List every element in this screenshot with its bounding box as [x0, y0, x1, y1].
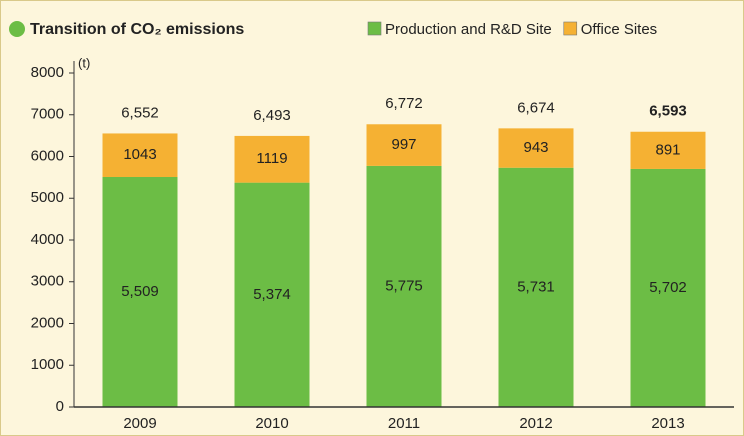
y-tick-label: 2000: [31, 314, 64, 331]
total-label: 6,552: [121, 104, 159, 121]
bar-segment: [630, 131, 706, 169]
y-tick-label: 4000: [31, 231, 64, 248]
bar-segment: [498, 128, 574, 168]
bar-segment: [366, 165, 442, 407]
chart-title: Transition of CO₂ emissions: [30, 21, 244, 38]
legend-swatch: [563, 21, 578, 36]
y-tick-label: 5000: [31, 189, 64, 206]
data-label: 5,374: [253, 286, 291, 303]
legend-label: Production and R&D Site: [385, 21, 552, 38]
data-label: 997: [391, 136, 416, 153]
data-label: 5,702: [649, 279, 687, 296]
total-label: 6,674: [517, 99, 555, 116]
y-tick-label: 3000: [31, 273, 64, 290]
data-label: 1043: [123, 146, 156, 163]
bar-segment: [234, 182, 310, 407]
data-label: 5,731: [517, 278, 555, 295]
y-tick-label: 8000: [31, 64, 64, 81]
total-label: 6,493: [253, 107, 291, 124]
legend-label: Office Sites: [581, 21, 657, 38]
x-tick-label: 2010: [255, 415, 288, 432]
x-tick-label: 2011: [388, 415, 420, 432]
x-tick-label: 2012: [519, 415, 552, 432]
bar-segment: [366, 124, 442, 166]
data-label: 5,775: [385, 277, 423, 294]
bar-segment: [630, 168, 706, 407]
data-label: 891: [655, 141, 680, 158]
y-tick-label: 1000: [31, 356, 64, 373]
total-label: 6,593: [649, 103, 687, 120]
x-tick-label: 2009: [123, 415, 156, 432]
y-axis-label: (t): [78, 55, 90, 70]
bar-segment: [102, 133, 178, 177]
data-label: 1119: [256, 150, 287, 167]
bar-segment: [234, 135, 310, 183]
x-tick-label: 2013: [651, 415, 684, 432]
y-tick-label: 0: [56, 398, 64, 415]
data-label: 943: [523, 139, 548, 156]
bar-segment: [102, 176, 178, 407]
y-tick-label: 6000: [31, 147, 64, 164]
title-dot: [9, 21, 25, 37]
y-tick-label: 7000: [31, 106, 64, 123]
bar-segment: [498, 167, 574, 407]
total-label: 6,772: [385, 95, 423, 112]
legend-swatch: [367, 21, 382, 36]
data-label: 5,509: [121, 283, 159, 300]
